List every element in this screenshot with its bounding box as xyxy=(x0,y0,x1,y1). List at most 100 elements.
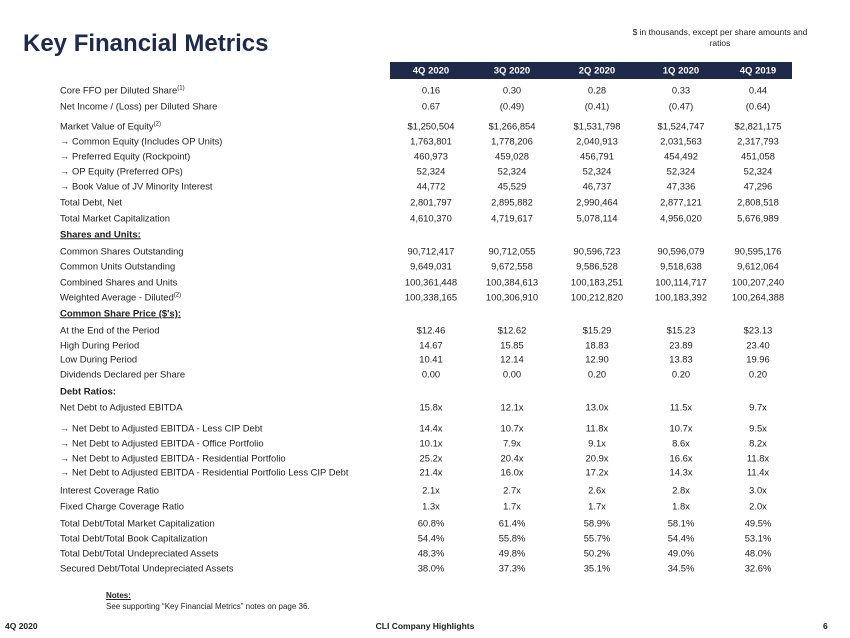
cell-value: (0.49) xyxy=(499,100,525,112)
cell-value: 4,610,370 xyxy=(410,212,452,224)
row-label: Total Debt/Total Undepreciated Assets xyxy=(60,548,218,557)
row-label: → Common Equity (Includes OP Units) xyxy=(60,136,222,145)
column-header: 1Q 2020 xyxy=(662,65,700,77)
cell-value: 1.8x xyxy=(672,500,690,512)
cell-value: 5,078,114 xyxy=(576,212,618,224)
cell-value: 2.6x xyxy=(588,484,606,496)
section-heading: Common Share Price ($'s): xyxy=(60,308,182,320)
label-text: Market Value of Equity xyxy=(60,120,154,132)
row-label: → OP Equity (Preferred OPs) xyxy=(60,166,183,175)
cell-value: 10.41 xyxy=(419,353,443,365)
cell-value: 0.28 xyxy=(587,84,607,96)
cell-value: 20.9x xyxy=(585,452,609,464)
column-header: 3Q 2020 xyxy=(493,65,531,77)
label-text: → Preferred Equity (Rockpoint) xyxy=(60,150,191,162)
cell-value: 90,596,723 xyxy=(573,245,621,257)
cell-value: 90,712,417 xyxy=(407,245,455,257)
row-label: → Book Value of JV Minority Interest xyxy=(60,181,213,190)
cell-value: 54.4% xyxy=(667,532,695,544)
row-label: Dividends Declared per Share xyxy=(60,369,185,378)
cell-value: 16.6x xyxy=(669,452,693,464)
label-text: → Net Debt to Adjusted EBITDA - Office P… xyxy=(60,437,264,449)
cell-value: 14.67 xyxy=(419,339,443,351)
cell-value: 2,040,913 xyxy=(576,135,618,147)
cell-value: 60.8% xyxy=(417,517,445,529)
cell-value: $1,524,747 xyxy=(657,120,705,132)
footnote-ref: (1) xyxy=(177,85,185,92)
cell-value: 2.7x xyxy=(503,484,521,496)
cell-value: 0.20 xyxy=(671,368,691,380)
label-text: Dividends Declared per Share xyxy=(60,368,186,380)
label-text: → Common Equity (Includes OP Units) xyxy=(60,135,223,147)
footer-center: CLI Company Highlights xyxy=(375,621,475,631)
cell-value: 1.7x xyxy=(503,500,521,512)
cell-value: 61.4% xyxy=(498,517,526,529)
cell-value: 11.8x xyxy=(746,452,770,464)
cell-value: 52,324 xyxy=(497,165,527,177)
cell-value: 0.33 xyxy=(671,84,691,96)
cell-value: 19.96 xyxy=(746,353,770,365)
row-label: → Net Debt to Adjusted EBITDA - Less CIP… xyxy=(60,423,263,432)
cell-value: 9.5x xyxy=(749,422,767,434)
cell-value: $1,531,798 xyxy=(573,120,621,132)
cell-value: 0.20 xyxy=(748,368,768,380)
cell-value: 55.7% xyxy=(583,532,611,544)
cell-value: 0.20 xyxy=(587,368,607,380)
cell-value: 49.0% xyxy=(667,547,695,559)
row-label: → Net Debt to Adjusted EBITDA - Resident… xyxy=(60,467,349,476)
cell-value: 3.0x xyxy=(749,484,767,496)
label-text: Weighted Average - Diluted xyxy=(60,291,174,303)
cell-value: 100,183,392 xyxy=(654,291,708,303)
cell-value: 100,264,388 xyxy=(731,291,785,303)
footer-left: 4Q 2020 xyxy=(5,621,38,631)
cell-value: 46,737 xyxy=(582,180,612,192)
cell-value: 100,114,717 xyxy=(655,276,707,288)
cell-value: 100,384,613 xyxy=(485,276,539,288)
cell-value: 9,649,031 xyxy=(410,260,452,272)
cell-value: 48.0% xyxy=(744,547,772,559)
cell-value: 47,336 xyxy=(666,180,696,192)
label-text: Net Income / (Loss) per Diluted Share xyxy=(60,100,218,112)
column-header: 4Q 2019 xyxy=(739,65,777,77)
page-title: Key Financial Metrics xyxy=(23,30,269,57)
label-text: Interest Coverage Ratio xyxy=(60,484,160,496)
cell-value: 13.0x xyxy=(585,401,609,413)
row-label: Total Debt/Total Book Capitalization xyxy=(60,533,207,542)
cell-value: 0.00 xyxy=(502,368,522,380)
row-label: Total Market Capitalization xyxy=(60,213,170,222)
cell-value: 0.00 xyxy=(421,368,441,380)
footnote-ref: (2) xyxy=(173,292,182,299)
cell-value: 9,586,528 xyxy=(576,260,618,272)
label-text: → Net Debt to Adjusted EBITDA - Resident… xyxy=(60,466,349,478)
cell-value: 2.8x xyxy=(672,484,690,496)
cell-value: 0.67 xyxy=(421,100,441,112)
cell-value: 11.8x xyxy=(585,422,609,434)
cell-value: 2,990,464 xyxy=(576,196,618,208)
cell-value: 52,324 xyxy=(743,165,773,177)
cell-value: 12.90 xyxy=(585,353,609,365)
row-label: Total Debt/Total Market Capitalization xyxy=(60,518,215,527)
cell-value: 10.1x xyxy=(419,437,443,449)
label-text: Fixed Charge Coverage Ratio xyxy=(60,500,185,512)
cell-value: (0.64) xyxy=(745,100,771,112)
row-label: → Net Debt to Adjusted EBITDA - Office P… xyxy=(60,438,264,447)
row-label: Common Shares Outstanding xyxy=(60,246,184,255)
label-text: Total Debt/Total Market Capitalization xyxy=(60,517,215,529)
cell-value: 10.7x xyxy=(669,422,693,434)
cell-value: 0.44 xyxy=(748,84,768,96)
cell-value: 47,296 xyxy=(743,180,773,192)
cell-value: 9.1x xyxy=(588,437,606,449)
cell-value: $15.23 xyxy=(666,324,696,336)
cell-value: 5,676,989 xyxy=(737,212,779,224)
cell-value: 100,306,910 xyxy=(485,291,539,303)
row-label: Fixed Charge Coverage Ratio xyxy=(60,501,184,510)
cell-value: 50.2% xyxy=(583,547,611,559)
cell-value: 48.3% xyxy=(417,547,445,559)
cell-value: 25.2x xyxy=(419,452,443,464)
cell-value: 23.89 xyxy=(669,339,693,351)
notes-text: See supporting “Key Financial Metrics” n… xyxy=(106,602,310,611)
cell-value: 460,973 xyxy=(414,150,448,162)
footer-right: 6 xyxy=(823,621,828,631)
cell-value: 90,596,079 xyxy=(657,245,705,257)
label-text: → Net Debt to Adjusted EBITDA - Resident… xyxy=(60,452,286,464)
